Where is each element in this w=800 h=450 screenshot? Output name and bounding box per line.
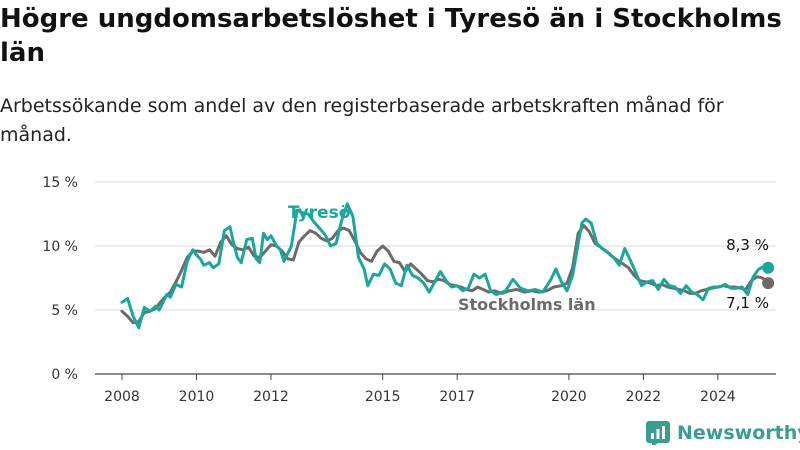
x-tick-label: 2017 bbox=[439, 389, 475, 405]
grid-lines bbox=[95, 181, 776, 375]
y-tick-label: 0 % bbox=[51, 367, 78, 383]
annotation-stockholm-last: 7,1 % bbox=[726, 294, 769, 312]
series-endpoint-stockholm bbox=[762, 277, 775, 290]
x-axis: 2008 2010 2012 2015 2017 2020 2022 2024 bbox=[104, 374, 736, 405]
y-tick-label: 15 % bbox=[42, 175, 78, 191]
series-line-stockholm bbox=[120, 224, 770, 325]
y-tick-label: 10 % bbox=[42, 239, 78, 255]
x-tick-label: 2024 bbox=[700, 389, 736, 405]
x-tick-label: 2008 bbox=[104, 389, 140, 405]
y-tick-label: 5 % bbox=[51, 303, 78, 319]
brand-name: Newsworthy bbox=[677, 422, 800, 444]
y-axis-ticks: 0 % 5 % 10 % 15 % bbox=[42, 175, 78, 383]
series-label-stockholm: Stockholms län bbox=[458, 295, 596, 314]
series-endpoint-tyreso bbox=[762, 261, 775, 274]
x-tick-label: 2010 bbox=[179, 389, 215, 405]
newsworthy-logo-icon bbox=[646, 421, 670, 445]
series-labels: Tyresö Stockholms län 8,3 % 7,1 % bbox=[288, 203, 769, 314]
chart-subtitle: Arbetssökande som andel av den registerb… bbox=[0, 95, 724, 146]
series-label-tyreso: Tyresö bbox=[288, 203, 350, 223]
annotation-tyreso-last: 8,3 % bbox=[726, 236, 769, 254]
x-tick-label: 2015 bbox=[365, 389, 401, 405]
series-line-tyreso bbox=[120, 202, 770, 330]
x-tick-label: 2012 bbox=[253, 389, 289, 405]
x-tick-label: 2022 bbox=[626, 389, 662, 405]
brand-logo: Newsworthy bbox=[646, 420, 800, 446]
chart-title: Högre ungdomsarbetslöshet i Tyresö än i … bbox=[0, 4, 782, 68]
series-lines bbox=[120, 202, 775, 330]
x-tick-label: 2020 bbox=[551, 389, 587, 405]
